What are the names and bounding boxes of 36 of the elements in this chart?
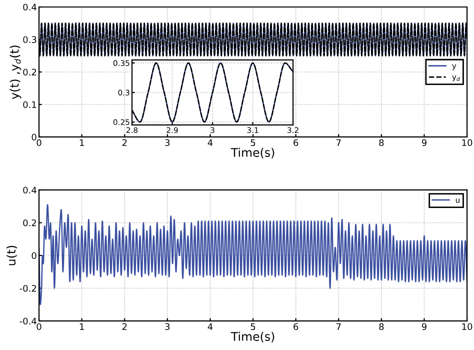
x-tick-label: 2	[122, 323, 127, 330]
x-tick-label: 3	[165, 139, 170, 146]
y-tick-label: -0.2	[20, 284, 36, 292]
x-tick-label: 5	[250, 139, 256, 146]
y-tick-label: 0.2	[23, 219, 36, 226]
x-axis-title: Time(s)	[230, 148, 274, 158]
y-tick-label: 0.4	[23, 4, 36, 11]
x-tick-label: 4	[208, 139, 213, 146]
y-tick-label: 0	[32, 252, 36, 260]
x-tick-label: 4	[208, 323, 213, 330]
y-tick-label: 0.4	[23, 186, 36, 194]
x-tick-label: 0	[36, 323, 42, 330]
y-axis-title: y(t) ,y$_{d}$(t)	[10, 46, 22, 100]
x-tick-label: 9	[422, 323, 426, 330]
x-tick-label: 7	[336, 139, 341, 146]
y-axis-title: u(t)	[6, 246, 18, 266]
x-tick-label: 1	[80, 323, 84, 330]
x-tick-label: 10	[462, 139, 472, 146]
x-tick-label: 8	[379, 323, 384, 330]
x-tick-label: 8	[379, 139, 384, 146]
x-tick-label: 3	[165, 323, 170, 330]
y-tick-label: 0	[32, 134, 36, 141]
x-tick-label: 2	[122, 139, 127, 146]
x-tick-label: 6	[294, 139, 298, 146]
x-tick-label: 0	[36, 139, 42, 146]
x-tick-label: 5	[250, 323, 256, 330]
y-tick-label: 0.3	[23, 36, 36, 44]
x-tick-label: 1	[80, 139, 84, 146]
y-tick-label: 0.1	[23, 101, 36, 108]
x-tick-label: 7	[336, 323, 341, 330]
x-tick-label: 6	[294, 323, 298, 330]
x-tick-label: 9	[422, 139, 426, 146]
x-tick-label: 10	[462, 323, 472, 330]
y-tick-label: -0.4	[20, 318, 36, 325]
x-axis-title: Time(s)	[230, 332, 274, 342]
y-tick-label: 0.2	[23, 68, 36, 76]
